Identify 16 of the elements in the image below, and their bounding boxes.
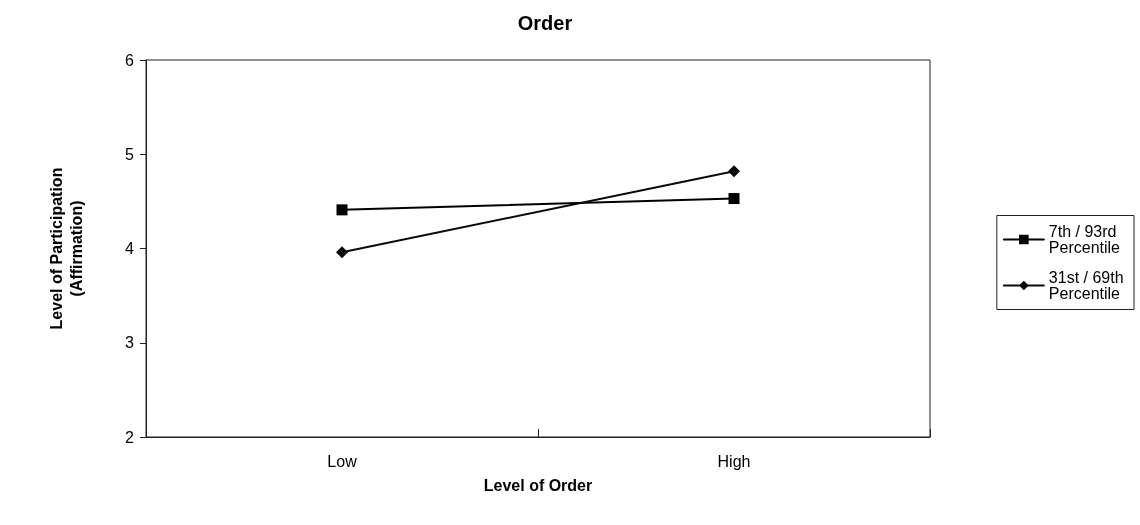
chart-title: Order — [517, 12, 573, 34]
y-tick-label: 3 — [125, 334, 135, 352]
x-axis-title: Level of Order — [483, 476, 593, 494]
point — [336, 246, 348, 259]
legend-label: 7th / 93rd Percentile — [1048, 223, 1121, 256]
y-tick-label: 4 — [125, 240, 135, 257]
y-tick-label: 2 — [125, 428, 135, 446]
x-tick-label: Low — [327, 452, 358, 470]
y-axis-title: Level of Participation (Affirmation) — [47, 167, 85, 330]
legend-label: 31st / 69th Percentile — [1048, 269, 1129, 302]
x-tick-label: High — [717, 452, 751, 470]
y-tick-label: 6 — [125, 51, 135, 69]
point — [728, 193, 740, 205]
point — [336, 204, 348, 216]
point — [728, 165, 740, 178]
y-tick-label: 5 — [125, 145, 135, 163]
